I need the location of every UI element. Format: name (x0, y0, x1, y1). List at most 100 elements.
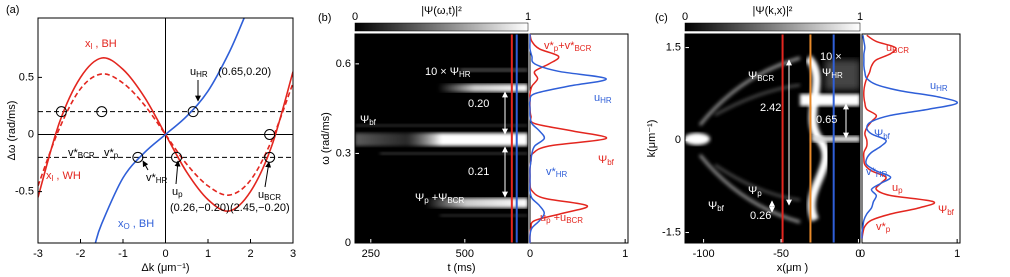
annotation: 0.20 (468, 98, 489, 110)
y-tick-label: 0 (345, 237, 351, 249)
annotation-subscript: p (178, 190, 183, 199)
profile-frame (861, 33, 961, 244)
panel-label: (c) (655, 12, 668, 24)
annotation-subscript: bf (369, 118, 376, 127)
x-tick-label: -3 (33, 248, 43, 260)
series-line (38, 73, 293, 196)
annotation-part: (0.26,−0.20) (170, 202, 230, 214)
annotation: uHR (594, 92, 612, 105)
annotation-subscript: p (554, 44, 559, 53)
annotation-part: Ψ (748, 70, 757, 82)
annotation: (2.45,−0.20) (230, 202, 290, 214)
annotation-subscript: p (886, 225, 891, 234)
annotation-part: Ψ (748, 185, 757, 197)
annotation-subscript: HR (556, 170, 568, 179)
profile-line (861, 34, 936, 239)
annotation-subscript: HR (876, 170, 888, 179)
x-tick-label: 500 (456, 248, 474, 260)
annotation-subscript: O (124, 222, 130, 231)
x-tick-label: 1 (205, 248, 211, 260)
annotation: uBCR (258, 189, 281, 202)
annotation-subscript: bf (947, 208, 954, 217)
annotation: (0.26,−0.20) (170, 202, 230, 214)
series-line (94, 18, 245, 243)
annotation-subscript: p (114, 151, 119, 160)
y-axis-label: k(μm⁻¹) (646, 120, 658, 158)
annotation: Ψp +ΨBCR (415, 192, 464, 205)
annotation-part: Ψ (415, 192, 424, 204)
annotation-part: u (190, 66, 196, 78)
annotation-part: 0.26 (750, 210, 771, 222)
annotation-part: Ψ (598, 154, 607, 166)
annotation-part: v* (546, 166, 557, 178)
annotation-part: x (118, 218, 124, 230)
annotation: xO , BH (118, 218, 154, 231)
profile-tick-label: 0 (527, 248, 533, 260)
annotation: 10 × (820, 51, 842, 63)
annotation: uBCR (886, 42, 909, 55)
profile-tick-label: 1 (622, 248, 628, 260)
annotation-part: +u (551, 212, 567, 224)
annotation: uHR (190, 66, 208, 79)
annotation: ΨHR (822, 67, 843, 80)
annotation-part: +v* (558, 40, 575, 52)
annotation: Ψbf (938, 204, 955, 217)
profile-line (529, 33, 608, 244)
annotation-part: 10 × (820, 51, 842, 63)
annotation-part: u (892, 182, 898, 194)
colorbar-tick-label: 1 (525, 11, 531, 23)
annotation-subscript: l (91, 42, 93, 51)
point-marker (132, 151, 144, 163)
y-tick-label: 1.5 (666, 41, 681, 53)
annotation-part: 2.42 (760, 102, 781, 114)
annotation: 0.21 (468, 166, 489, 178)
x-axis-label: x(μm ) (777, 262, 808, 274)
x-tick-label: 2 (247, 248, 253, 260)
annotation-subscript: BCR (447, 196, 464, 205)
annotation: v*HR (546, 166, 568, 179)
annotation-part: , WH (53, 170, 81, 182)
annotation-subscript: HR (196, 70, 208, 79)
annotation-subscript: bf (883, 132, 890, 141)
annotation-part: 0.21 (468, 166, 489, 178)
annotation-subscript: BCR (566, 216, 583, 225)
annotation: v*HR (866, 166, 888, 179)
y-axis-label: Δω (rad/ms) (6, 101, 18, 161)
point-marker (187, 106, 199, 118)
annotation: (0.65,0.20) (218, 66, 271, 78)
annotation: uHR (930, 80, 948, 93)
colorbar-label: |Ψ(ω,t)|² (421, 5, 462, 17)
annotation-part: v* (68, 147, 79, 159)
annotation-part: u (930, 80, 936, 92)
annotation: xl , WH (46, 170, 81, 183)
annotation: Ψbf (874, 128, 891, 141)
point-marker (96, 106, 108, 118)
annotation-part: (2.45,−0.20) (230, 202, 290, 214)
x-tick-label: -1 (118, 248, 128, 260)
annotation-subscript: bf (607, 158, 614, 167)
annotation: xl , BH (85, 38, 117, 51)
colorbar (684, 22, 861, 32)
annotation: 0.26 (750, 210, 771, 222)
annotation-subscript: BCR (892, 46, 909, 55)
x-tick-label: 0 (855, 248, 861, 260)
x-axis-label: Δk (μm⁻¹) (141, 262, 189, 274)
annotation-subscript: BCR (574, 44, 591, 53)
annotation-subscript: p (898, 186, 903, 195)
y-tick-label: 0.5 (19, 71, 34, 83)
y-tick-label: -1.5 (662, 226, 681, 238)
annotation-part: u (258, 189, 264, 201)
annotation-subscript: BCR (264, 193, 281, 202)
annotation-subscript: BCR (78, 151, 95, 160)
profile-tick-label: 0 (859, 248, 865, 260)
annotation: v*p (876, 221, 891, 234)
annotation-part: , BH (130, 218, 155, 230)
x-tick-label: 250 (362, 248, 380, 260)
heatmap-b (355, 34, 528, 243)
annotation-part: Ψ (360, 114, 369, 126)
x-tick-label: 0 (162, 248, 168, 260)
annotation-part: v* (104, 147, 115, 159)
annotation-part: Ψ (708, 200, 717, 212)
x-tick-label: -2 (76, 248, 86, 260)
annotation-part: u (540, 212, 546, 224)
